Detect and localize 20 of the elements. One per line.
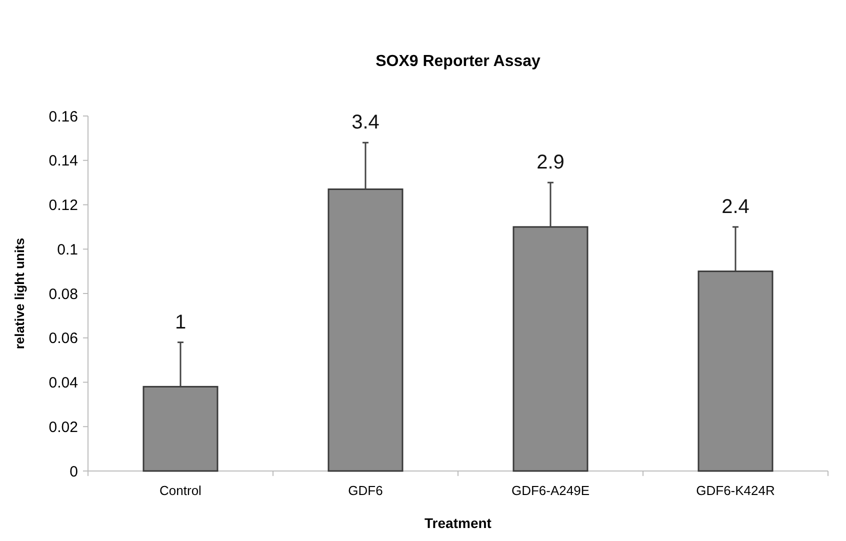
x-tick-label: GDF6-A249E [511, 483, 590, 498]
y-tick-label: 0 [70, 463, 78, 480]
annotation: 2.4 [722, 196, 750, 218]
x-tick-label: GDF6-K424R [696, 483, 775, 498]
annotation: 1 [174, 311, 186, 334]
y-tick-label: 0.06 [48, 330, 78, 348]
x-tick-label: Control [160, 483, 202, 498]
x-axis-title: Treatment [424, 515, 492, 531]
y-tick-label: 0.08 [48, 286, 78, 303]
y-axis-title: relative light units [12, 238, 27, 350]
annotation: 3.4 [352, 112, 380, 134]
y-tick-label: 0.12 [48, 197, 78, 214]
chart-title: SOX9 Reporter Assay [376, 53, 541, 70]
annotation: 2.9 [536, 152, 564, 174]
y-tick-label: 0.16 [48, 108, 78, 126]
y-tick-label: 0.14 [48, 152, 78, 170]
y-tick-label: 0.1 [57, 241, 78, 258]
y-tick-label: 0.04 [48, 374, 78, 392]
x-tick-label: GDF6 [348, 483, 383, 498]
y-tick-label: 0.02 [48, 418, 78, 436]
